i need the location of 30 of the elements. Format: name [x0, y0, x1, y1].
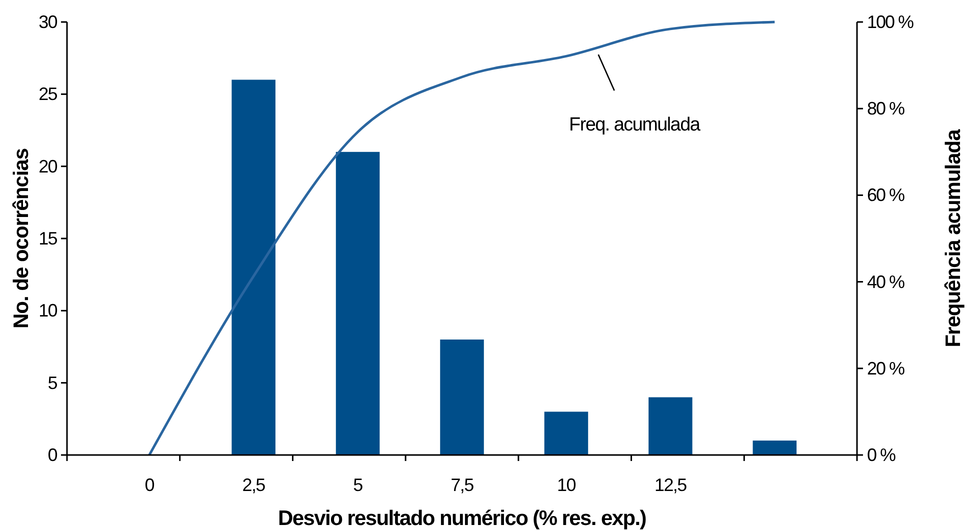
- bar: [648, 397, 692, 455]
- bar: [440, 340, 484, 455]
- y2-tick-label: 80 %: [867, 98, 906, 119]
- bar: [232, 80, 276, 455]
- text: Freq. acumulada: [569, 114, 701, 136]
- x-tick-label: 10: [557, 475, 576, 495]
- bar: [752, 440, 797, 455]
- x-tick-label: 0: [144, 475, 155, 495]
- bar: [336, 152, 380, 455]
- bar: [544, 412, 588, 455]
- x-tick-label: 7,5: [450, 475, 474, 495]
- x-tick-label: 12,5: [654, 475, 688, 495]
- x-axis-title: Desvio resultado numérico (% res. exp.): [278, 507, 646, 530]
- line-series: [148, 20, 776, 456]
- y-axis-title: No. de ocorrências: [10, 148, 33, 329]
- y2-axis-title: Frequência acumulada: [942, 128, 965, 348]
- y-tick-label: 20: [38, 156, 58, 176]
- y2-tick-label: 60 %: [867, 185, 906, 206]
- y2-tick-label: 40 %: [867, 272, 906, 292]
- y-tick-label: 15: [38, 228, 58, 248]
- y-tick-label: 25: [38, 84, 58, 104]
- y2-tick-label: 100 %: [867, 12, 914, 32]
- y2-tick-label: 20 %: [867, 358, 906, 378]
- x-tick-label: 2,5: [242, 475, 266, 495]
- y-tick-label: 30: [38, 12, 58, 32]
- y-tick-label: 0: [48, 445, 58, 465]
- x-tick-label: 5: [353, 475, 364, 495]
- y-tick-label: 10: [38, 300, 58, 321]
- y-tick-label: 5: [48, 372, 58, 393]
- y2-tick-label: 0 %: [867, 445, 896, 465]
